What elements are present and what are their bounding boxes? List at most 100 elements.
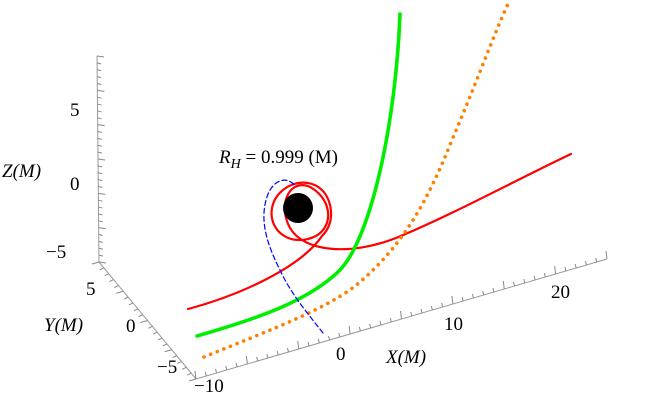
y-tick: [140, 320, 148, 323]
x-tick: [297, 340, 300, 350]
z-tick-label: 5: [70, 100, 80, 121]
z-tick: [97, 151, 103, 154]
x-tick-label: −10: [194, 376, 224, 397]
x-tick: [266, 353, 269, 359]
trajectory-curves: [186, 2, 573, 359]
x-tick: [430, 305, 433, 311]
z-tick: [97, 117, 102, 120]
y-tick: [133, 308, 139, 312]
y-tick: [138, 314, 143, 318]
z-axis-title: Z(M): [2, 161, 41, 182]
y-tick: [91, 261, 100, 265]
z-tick: [98, 254, 104, 257]
x-tick: [410, 311, 413, 317]
x-tick: [369, 323, 372, 329]
y-tick: [186, 372, 192, 376]
z-tick: [98, 179, 103, 182]
y-tick-label: −5: [157, 357, 177, 378]
z-tick: [98, 227, 106, 230]
x-tick: [584, 260, 587, 266]
z-tick: [97, 165, 103, 168]
y-tick: [99, 267, 105, 271]
z-tick: [98, 261, 107, 264]
y-tick: [164, 349, 172, 353]
x-tick: [286, 347, 289, 353]
x-tick: [513, 281, 516, 287]
x-tick: [204, 371, 207, 377]
trajectory-line-dashed: [263, 179, 324, 334]
tick-labels: −10 0 10 20 5 0 −5 5 0 −5: [46, 100, 570, 397]
z-tick: [97, 89, 105, 92]
x-tick: [348, 325, 351, 335]
x-tick-label: 0: [336, 344, 346, 365]
z-tick: [98, 185, 103, 188]
y-tick: [182, 366, 187, 370]
y-tick: [152, 331, 158, 335]
x-tick: [564, 266, 567, 272]
x-tick-label: 20: [551, 282, 570, 303]
trajectory-line-dotted: [202, 2, 510, 359]
box-edges: [96, 55, 608, 380]
x-tick: [328, 335, 331, 341]
z-tick: [97, 110, 102, 113]
y-tick: [157, 337, 163, 341]
z-tick: [97, 76, 102, 79]
z-tick: [96, 55, 105, 58]
y-tick: [148, 325, 153, 329]
z-tick: [96, 62, 102, 65]
x-tick: [605, 250, 608, 260]
z-tick: [97, 158, 106, 161]
z-tick: [98, 234, 103, 237]
x-tick: [420, 308, 423, 314]
x-tick: [543, 272, 546, 278]
horizon-radius-annotation: RH = 0.999 (M): [218, 147, 338, 172]
y-tick: [128, 302, 134, 306]
z-tick: [97, 144, 102, 147]
x-tick: [451, 295, 454, 305]
y-axis-title: Y(M): [44, 315, 83, 336]
x-tick: [471, 293, 474, 299]
z-tick: [97, 124, 105, 127]
y-tick: [116, 290, 124, 294]
x-tick: [194, 370, 197, 380]
x-tick: [492, 287, 495, 293]
x-tick: [225, 365, 228, 371]
minor-ticks: [91, 55, 608, 382]
z-tick: [97, 96, 102, 99]
x-tick: [389, 317, 392, 323]
x-tick: [276, 350, 279, 356]
y-tick: [104, 273, 109, 277]
x-tick: [338, 332, 341, 338]
x-tick: [245, 355, 248, 365]
z-tick: [97, 131, 102, 134]
z-tick: [97, 82, 102, 85]
trajectory-line-solid: [186, 152, 573, 311]
y-tick: [123, 296, 129, 300]
black-hole-disk: [283, 193, 313, 223]
x-tick: [358, 326, 361, 332]
x-tick: [574, 263, 577, 269]
y-tick-label: 5: [86, 279, 96, 300]
x-axis-title: X(M): [385, 347, 426, 368]
z-tick: [98, 240, 103, 243]
z-tick: [97, 137, 102, 140]
x-tick: [461, 296, 464, 302]
x-tick: [317, 338, 320, 344]
z-tick: [98, 192, 106, 195]
x-tick: [400, 310, 402, 320]
z-tick: [97, 103, 102, 106]
x-tick: [307, 341, 310, 347]
x-tick: [554, 265, 557, 275]
y-tick: [162, 343, 168, 347]
y-tick: [109, 279, 114, 282]
z-tick: [98, 220, 103, 223]
trajectory-line-solid: [195, 12, 402, 338]
z-tick: [98, 247, 103, 250]
x-tick: [256, 356, 259, 362]
x-tick: [533, 275, 536, 281]
z-tick: [98, 199, 103, 202]
y-tick: [114, 284, 119, 288]
y-tick: [188, 378, 197, 382]
y-tick: [177, 361, 182, 364]
